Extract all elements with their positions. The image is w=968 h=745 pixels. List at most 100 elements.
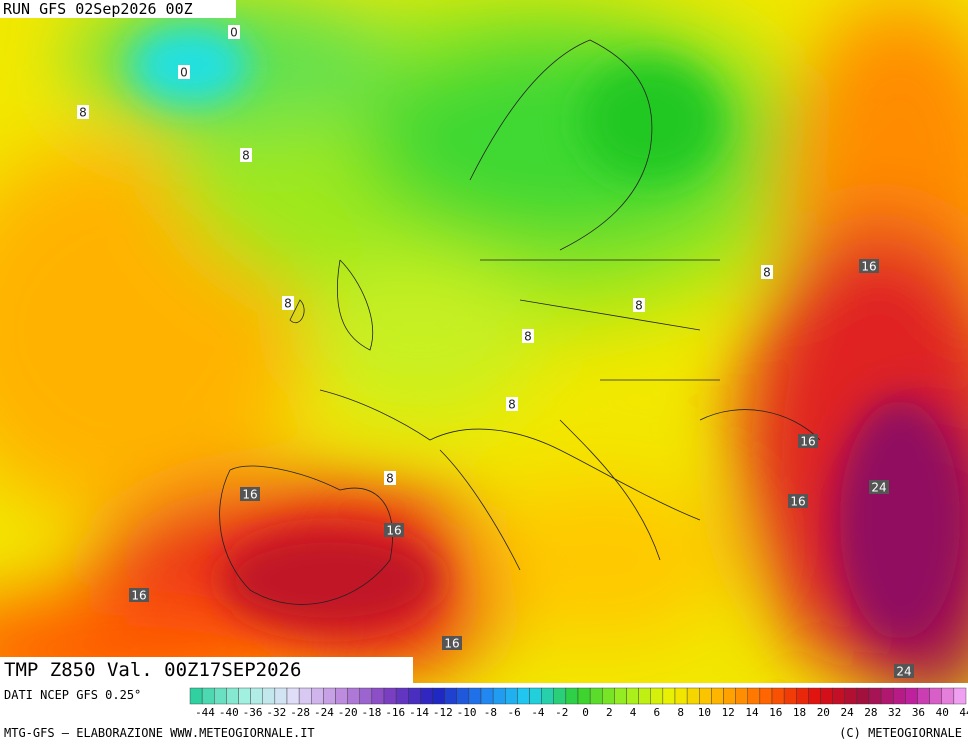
colorbar-cell: [274, 687, 288, 705]
colorbar-label: -18: [362, 706, 382, 716]
contour-label: 24: [896, 665, 911, 679]
label-box: [798, 434, 818, 448]
colorbar-label: 0: [582, 706, 589, 716]
contour-label: 16: [242, 488, 257, 502]
colorbar-cell: [953, 687, 967, 705]
colorbar-cell: [517, 687, 530, 705]
colorbar-cell: [492, 687, 506, 705]
label-box: [384, 523, 404, 537]
colorbar-label: -44: [195, 706, 215, 716]
colorbar-cell: [602, 687, 615, 705]
map-title: TMP Z850 Val. 00Z17SEP2026: [0, 657, 413, 683]
colorbar-label: -6: [508, 706, 521, 716]
colorbar-label: 12: [722, 706, 735, 716]
run-header: RUN GFS 02Sep2026 00Z: [0, 0, 236, 18]
label-box: [859, 259, 879, 273]
colorbar-label: 8: [677, 706, 684, 716]
colorbar-cell: [298, 687, 312, 705]
colorbar-label: 28: [864, 706, 877, 716]
label-box: [77, 105, 89, 119]
colorbar-cell: [711, 687, 724, 705]
label-box: [384, 471, 396, 485]
colorbar-cell: [820, 687, 833, 705]
colorbar-label: 10: [698, 706, 711, 716]
colorbar-cell: [395, 687, 409, 705]
colorbar-label: -24: [314, 706, 334, 716]
colorbar-cell: [432, 687, 445, 705]
colorbar-label: -12: [433, 706, 453, 716]
colorbar-cell: [505, 687, 518, 705]
colorbar-cell: [856, 687, 870, 705]
label-box: [240, 487, 260, 501]
data-source: DATI NCEP GFS 0.25°: [4, 688, 142, 702]
label-box: [178, 65, 190, 79]
colorbar-cell: [201, 687, 215, 705]
label-box: [894, 664, 914, 678]
colorbar-cell: [650, 687, 664, 705]
colorbar: -44 -40 -36 -32 -28 -24 -20 -18 -16 -14 -12 -10 -8 -6…: [189, 687, 968, 716]
colorbar-cell: [844, 687, 858, 705]
label-box: [442, 636, 462, 650]
label-box: [522, 329, 534, 343]
colorbar-label: 36: [912, 706, 925, 716]
colorbar-cell: [735, 687, 748, 705]
colorbar-cell: [323, 687, 336, 705]
colorbar-cell: [311, 687, 324, 705]
colorbar-cell: [868, 687, 882, 705]
colorbar-label: -4: [531, 706, 545, 716]
colorbar-cell: [565, 687, 579, 705]
contour-label: 24: [871, 481, 886, 495]
colorbar-cell: [238, 687, 251, 705]
colorbar-cell: [408, 687, 421, 705]
contour-label: 8: [284, 297, 292, 311]
colorbar-label: 14: [745, 706, 759, 716]
contour-label: 0: [230, 26, 238, 40]
colorbar-label: -40: [219, 706, 239, 716]
colorbar-cell: [917, 687, 930, 705]
colorbar-label: 40: [936, 706, 949, 716]
label-box: [788, 494, 808, 508]
colorbar-cell: [444, 687, 457, 705]
colorbar-label: 18: [793, 706, 806, 716]
label-box: [228, 25, 240, 39]
colorbar-label: -36: [243, 706, 263, 716]
colorbar-cell: [286, 687, 300, 705]
colorbar-cell: [929, 687, 942, 705]
contour-label: 16: [386, 524, 401, 538]
contour-label: 8: [242, 149, 250, 163]
contour-label: 16: [444, 637, 459, 651]
colorbar-cell: [905, 687, 918, 705]
colorbar-cell: [699, 687, 712, 705]
colorbar-cell: [480, 687, 494, 705]
contour-label: 16: [131, 589, 146, 603]
label-box: [282, 296, 294, 310]
colorbar-cell: [529, 687, 542, 705]
colorbar-cell: [420, 687, 433, 705]
colorbar-cell: [541, 687, 554, 705]
contour-label: 8: [79, 106, 87, 120]
colorbar-cell: [577, 687, 591, 705]
colorbar-cell: [383, 687, 397, 705]
colorbar-label: -8: [484, 706, 497, 716]
colorbar-label: -14: [409, 706, 429, 716]
label-box: [761, 265, 773, 279]
colorbar-label: 6: [654, 706, 661, 716]
colorbar-label: -2: [555, 706, 568, 716]
colorbar-cell: [747, 687, 761, 705]
label-box: [869, 480, 889, 494]
contour-label: 8: [635, 299, 643, 313]
colorbar-cell: [674, 687, 688, 705]
colorbar-label: -10: [457, 706, 477, 716]
colorbar-cell: [553, 687, 567, 705]
colorbar-cell: [347, 687, 360, 705]
colorbar-cell: [226, 687, 239, 705]
colorbar-label: 2: [606, 706, 613, 716]
colorbar-cell: [832, 687, 845, 705]
contour-label: 16: [790, 495, 805, 509]
colorbar-label: 16: [769, 706, 782, 716]
contour-label: 8: [508, 398, 516, 412]
colorbar-cell: [371, 687, 385, 705]
contour-label: 8: [386, 472, 394, 486]
map: 0 0 8 8 8 8 8 8 8 8 16 16 16 16 16 16 16 24 24: [0, 0, 968, 683]
